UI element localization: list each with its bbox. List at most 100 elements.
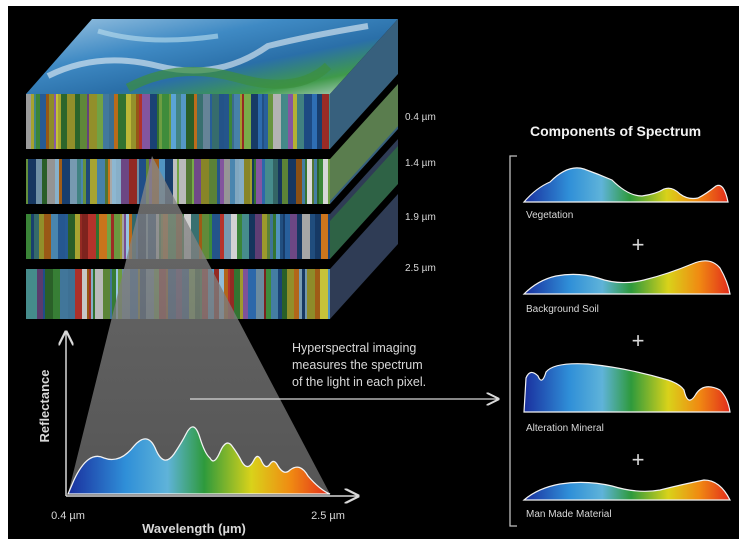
cube-stripe <box>243 269 248 319</box>
cube-stripe <box>34 94 36 149</box>
cube-stripe <box>224 94 229 149</box>
cube-stripe <box>240 269 243 319</box>
cube-stripe <box>80 214 82 259</box>
cube-stripe <box>95 269 103 319</box>
cube-stripe <box>315 214 321 259</box>
cube-stripe <box>285 214 290 259</box>
cube-stripe <box>111 214 114 259</box>
cube-stripe <box>86 159 90 204</box>
band-separators <box>26 74 398 269</box>
cube-stripe <box>328 214 330 259</box>
components-title: Components of Spectrum <box>530 123 701 139</box>
pixel-projection-cone <box>68 156 330 494</box>
cube-stripe <box>37 269 43 319</box>
cube-stripe <box>278 159 282 204</box>
reflectance-graph: Reflectance Wavelength (µm) 0.4 µm 2.5 µ… <box>37 332 358 536</box>
cube-stripe <box>45 269 53 319</box>
cube-stripe <box>328 269 330 319</box>
cube-stripe <box>240 94 242 149</box>
cube-stripe <box>26 94 31 149</box>
cube-stripe <box>62 159 70 204</box>
cube-stripe <box>276 214 280 259</box>
cube-stripe <box>88 214 96 259</box>
hyperspectral-diagram: 0.4 µm 1.4 µm 1.9 µm 2.5 µm Reflectance … <box>26 19 731 536</box>
cube-stripe <box>264 94 268 149</box>
cube-stripe <box>108 159 110 204</box>
cube-stripe <box>312 94 317 149</box>
cube-stripe <box>191 214 199 259</box>
cube-stripe <box>39 214 44 259</box>
cube-stripe <box>65 214 68 259</box>
cube-stripe <box>237 214 242 259</box>
cube-stripe <box>224 214 231 259</box>
cube-stripe <box>302 159 305 204</box>
cube-stripe <box>112 159 116 204</box>
component-label-man-made-material: Man Made Material <box>526 509 612 520</box>
cube-stripe <box>288 159 296 204</box>
cube-stripe <box>47 159 55 204</box>
cube-stripe <box>262 159 265 204</box>
cube-stripe <box>159 94 162 149</box>
cube-stripe <box>220 159 224 204</box>
component-curve-vegetation <box>522 167 729 203</box>
cube-stripe <box>31 94 34 149</box>
cube-stripe <box>171 94 176 149</box>
cube-stripe <box>42 159 47 204</box>
cube-stripe <box>232 94 234 149</box>
cube-stripe <box>262 94 264 149</box>
cube-stripe <box>203 94 210 149</box>
cube-stripe <box>265 159 273 204</box>
cube-stripe <box>297 214 302 259</box>
cube-stripe <box>307 159 312 204</box>
cube-stripe <box>116 269 118 319</box>
callout-line-2: of the light in each pixel. <box>292 375 426 389</box>
cube-stripe <box>93 269 95 319</box>
cube-stripe <box>139 159 146 204</box>
cube-stripe <box>212 214 220 259</box>
plus-icon-1: + <box>632 232 645 257</box>
cube-stripe <box>157 94 159 149</box>
cube-stripe <box>194 94 197 149</box>
cube-stripe <box>194 159 201 204</box>
cube-stripe <box>249 214 255 259</box>
hyperspectral-cube: 0.4 µm 1.4 µm 1.9 µm 2.5 µm <box>26 19 436 319</box>
cube-stripe <box>91 269 93 319</box>
cube-stripe <box>323 159 328 204</box>
cube-stripe <box>219 94 224 149</box>
cube-stripe <box>31 214 34 259</box>
cube-stripe <box>293 94 297 149</box>
cube-stripe <box>137 159 139 204</box>
callout-line-1: measures the spectrum <box>292 358 423 372</box>
cube-stripe <box>169 94 171 149</box>
cube-stripe <box>230 269 234 319</box>
cube-stripe <box>267 214 270 259</box>
cube-stripe <box>58 94 61 149</box>
cube-stripe <box>290 214 297 259</box>
cube-stripe <box>68 269 75 319</box>
figure-panel: 0.4 µm 1.4 µm 1.9 µm 2.5 µm Reflectance … <box>8 6 739 539</box>
component-label-alteration-mineral: Alteration Mineral <box>526 423 604 434</box>
cube-stripe <box>162 94 169 149</box>
cube-stripe <box>46 94 49 149</box>
cube-stripe <box>181 94 186 149</box>
cube-stripe <box>96 214 99 259</box>
cube-stripe <box>36 159 42 204</box>
cube-stripe <box>51 214 58 259</box>
cube-stripe <box>197 94 203 149</box>
cube-stripe <box>90 159 97 204</box>
cube-stripe <box>320 269 328 319</box>
cube-stripe <box>224 269 228 319</box>
component-label-vegetation: Vegetation <box>526 210 573 221</box>
cube-stripe <box>244 159 250 204</box>
cube-stripe <box>256 159 262 204</box>
cube-stripe <box>280 214 283 259</box>
cube-stripe <box>82 214 88 259</box>
cube-stripe <box>321 214 328 259</box>
component-curve-background-soil <box>522 260 731 295</box>
cube-stripe <box>68 214 75 259</box>
component-label-background-soil: Background Soil <box>526 304 599 315</box>
component-curve-man-made-material <box>522 479 731 501</box>
cube-stripe <box>317 159 319 204</box>
cube-stripe <box>83 159 86 204</box>
